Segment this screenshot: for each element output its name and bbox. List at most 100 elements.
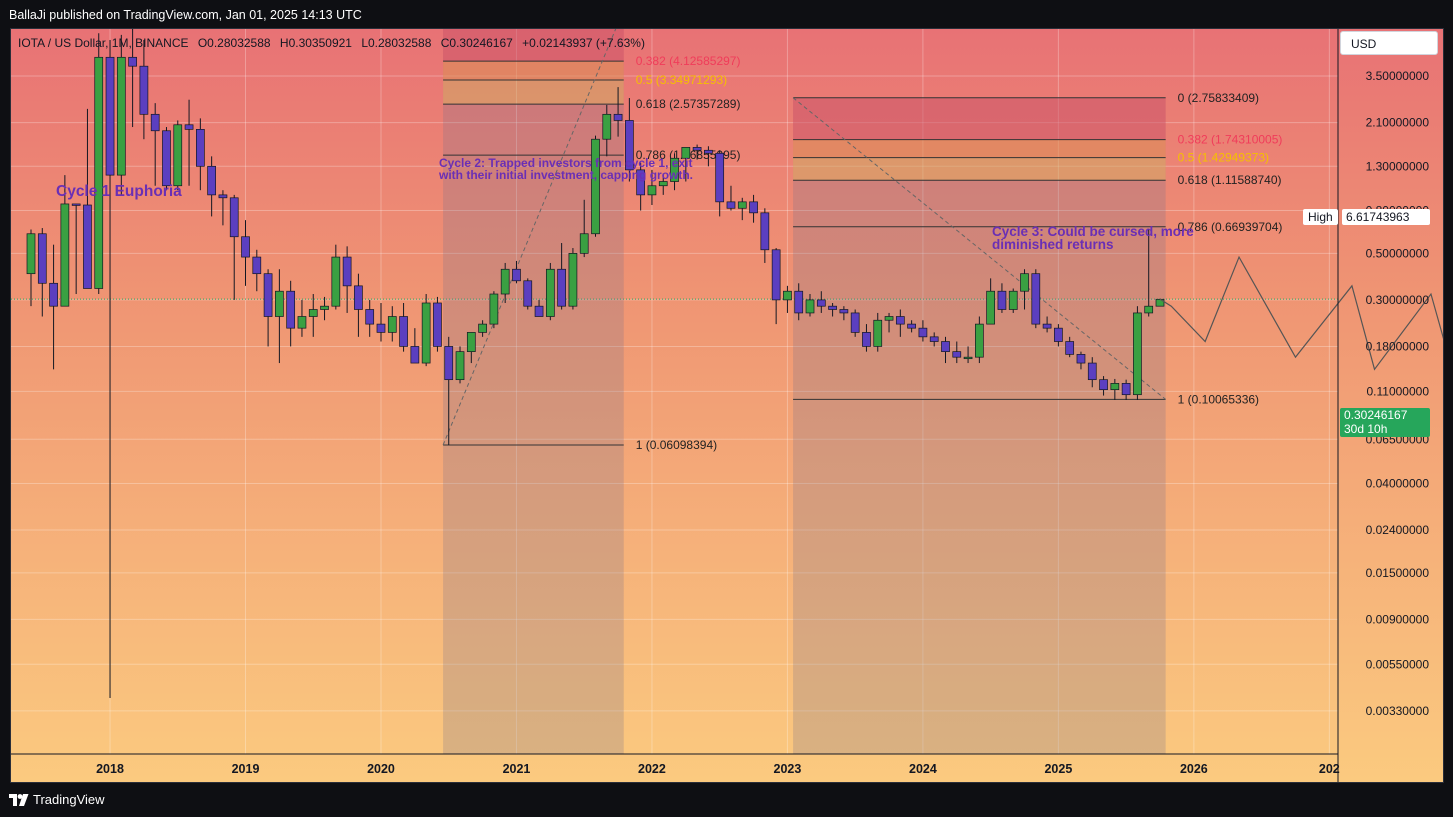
candle <box>918 320 928 342</box>
candle-body <box>1008 290 1018 310</box>
candle <box>94 33 104 295</box>
candle <box>342 246 352 313</box>
candle-body <box>670 157 679 182</box>
x-tick-label: 2026 <box>1180 762 1208 776</box>
candle-body <box>1121 383 1131 396</box>
high-marker-label: High <box>1303 209 1338 225</box>
candle <box>286 280 296 347</box>
fib-level-label: 1 (0.10065336) <box>1178 392 1259 406</box>
y-tick-label: 0.11000000 <box>1366 384 1429 398</box>
note-cycle2[interactable]: Cycle 2: Trapped investors from cycle 1,… <box>439 156 694 182</box>
candle <box>387 306 397 342</box>
candle-body <box>173 124 183 187</box>
candle <box>455 346 465 384</box>
price-chart[interactable]: 0 (6.63844192)0.382 (4.12585297)0.5 (3.3… <box>11 11 1453 782</box>
candle-body <box>1133 312 1142 396</box>
y-tick-label: 1.30000000 <box>1366 159 1430 173</box>
candle <box>49 244 58 370</box>
candle <box>963 346 973 364</box>
candle <box>1042 316 1052 333</box>
candle-body <box>816 299 826 307</box>
candle-body <box>1020 273 1029 292</box>
candle <box>365 299 375 337</box>
candle-body <box>907 323 916 329</box>
candle <box>399 302 408 352</box>
candle-body <box>263 273 273 317</box>
projection-line <box>1159 255 1453 375</box>
candle <box>83 108 92 289</box>
fib-retracements[interactable]: 0 (6.63844192)0.382 (4.12585297)0.5 (3.3… <box>442 11 1283 754</box>
candle-body <box>139 65 149 115</box>
candle-body <box>331 256 341 307</box>
candle <box>907 320 916 333</box>
candle-body <box>647 185 657 196</box>
candle <box>1144 229 1154 317</box>
candle-body <box>500 268 510 295</box>
candle-body <box>975 323 984 358</box>
note-cycle1[interactable]: Cycle 1 Euphoria <box>56 183 182 200</box>
candle-body <box>308 309 318 317</box>
candle-body <box>26 233 36 275</box>
candle <box>489 291 499 329</box>
candle <box>26 229 36 307</box>
candle <box>128 17 137 128</box>
candle <box>997 283 1007 313</box>
candle-body <box>862 332 871 347</box>
y-tick-label: 0.04000000 <box>1366 476 1430 490</box>
candle <box>466 332 476 364</box>
candle <box>1121 379 1131 400</box>
candle <box>105 39 115 698</box>
candle <box>1099 376 1108 396</box>
candle-body <box>1054 327 1063 342</box>
candle-body <box>658 181 668 187</box>
symbol-name[interactable]: IOTA / US Dollar, 1M, BINANCE <box>18 36 189 50</box>
candle <box>196 118 205 191</box>
candles <box>26 17 1165 698</box>
candle-body <box>963 356 973 360</box>
note-cycle3[interactable]: Cycle 3: Could be cursed, more diminishe… <box>992 224 1194 252</box>
fib-level-label: 0.5 (3.34971293) <box>636 73 727 87</box>
tradingview-logo[interactable]: TradingView <box>9 792 105 807</box>
candle <box>850 309 860 337</box>
candle-body <box>387 316 397 333</box>
fib-zone-shade <box>793 97 1166 754</box>
x-tick-label: 2024 <box>909 762 937 776</box>
high-value: H0.30350921 <box>279 36 352 50</box>
candle-body <box>1042 323 1052 329</box>
candle <box>241 220 250 286</box>
x-tick-label: 2022 <box>638 762 666 776</box>
candle <box>331 244 341 310</box>
brand-name: TradingView <box>33 792 105 807</box>
candle <box>952 341 962 364</box>
candle <box>433 296 442 352</box>
candle-body <box>1031 273 1041 325</box>
fib-band-gold <box>443 80 624 105</box>
chart-container[interactable]: 0 (6.63844192)0.382 (4.12585297)0.5 (3.3… <box>10 11 1453 783</box>
y-tick-label: 0.00900000 <box>1366 612 1430 626</box>
candle-body <box>241 236 250 258</box>
candle <box>320 296 329 321</box>
candle <box>184 99 194 186</box>
fib-level-label: 0.618 (2.57357289) <box>636 97 741 111</box>
candle <box>579 199 589 258</box>
candle-body <box>489 293 499 325</box>
candle-body <box>162 130 171 187</box>
candle <box>568 248 578 310</box>
candle-body <box>613 113 623 121</box>
candle <box>591 135 600 237</box>
grid <box>11 17 1338 754</box>
candle <box>636 162 646 211</box>
candle <box>545 262 555 321</box>
chart-background <box>11 29 1443 782</box>
candle-body <box>918 327 928 338</box>
candle-body <box>568 253 578 307</box>
footer-bar: TradingView <box>0 782 1453 817</box>
candle <box>1133 306 1142 400</box>
x-tick-label: 2020 <box>367 762 395 776</box>
candle <box>794 283 804 321</box>
candle <box>681 147 691 182</box>
currency-selector[interactable]: USD <box>1340 31 1438 55</box>
candle <box>71 203 81 295</box>
candle <box>816 291 826 313</box>
fib-level-label: 0.786 (0.66939704) <box>1178 220 1283 234</box>
